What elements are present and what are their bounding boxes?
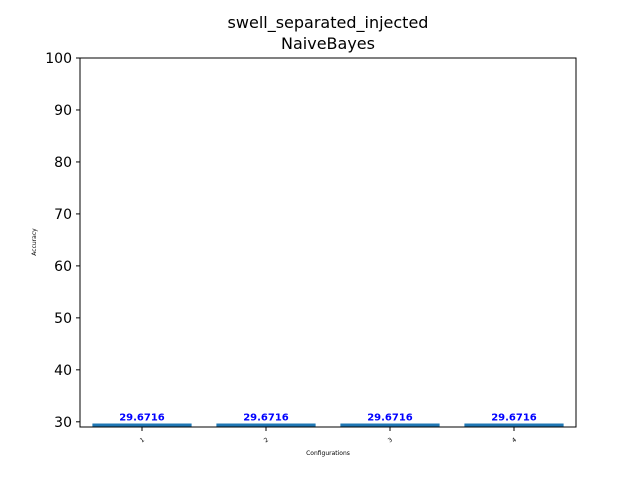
bar [92,423,192,427]
x-tick-label: 1 [139,436,146,444]
y-tick-label: 60 [54,259,72,275]
y-tick-label: 40 [54,363,72,379]
y-axis-label: Accuracy [31,228,38,256]
y-tick-label: 90 [54,103,72,119]
data-label: 29.6716 [367,413,413,424]
data-label: 29.6716 [243,413,289,424]
chart-subtitle: NaiveBayes [281,34,375,53]
plot-area: 30 40 50 60 70 80 90 100 29.6716 1 29.6716 2 29.6716… [45,51,564,444]
y-tick-label: 30 [54,415,72,431]
x-tick-label: 4 [511,436,518,444]
y-tick-label: 80 [54,155,72,171]
y-tick-label: 50 [54,311,72,327]
x-tick-label: 2 [263,436,270,444]
data-label: 29.6716 [119,413,165,424]
bar [340,423,440,427]
chart-title: swell_separated_injected [228,13,429,33]
x-tick-label: 3 [387,436,394,444]
plot-frame [79,57,577,428]
y-tick-label: 70 [54,207,72,223]
bar [216,423,316,427]
y-tick-label: 100 [45,51,72,67]
bar [464,423,564,427]
data-label: 29.6716 [491,413,537,424]
x-axis-label: Configurations [306,450,350,457]
